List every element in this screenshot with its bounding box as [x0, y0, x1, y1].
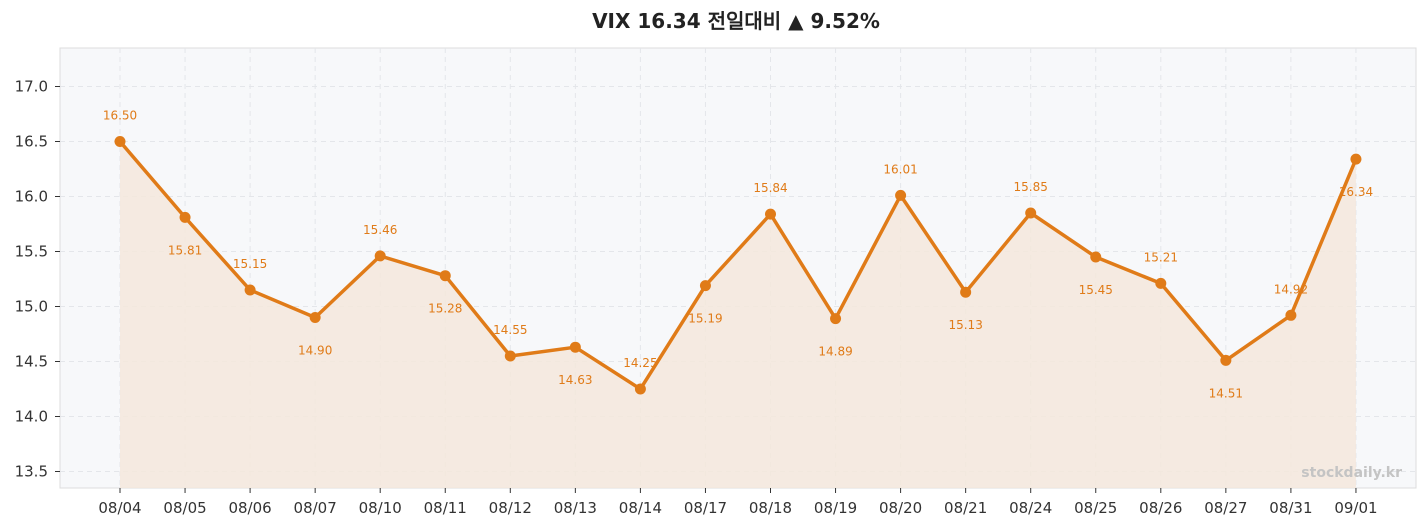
series-line-group [118, 139, 1358, 391]
y-tick-label: 15.0 [15, 298, 48, 316]
data-points [114, 136, 1362, 395]
data-label: 14.51 [1209, 386, 1243, 400]
x-tick-label: 08/24 [1009, 499, 1052, 517]
data-point [439, 270, 451, 282]
data-point [634, 383, 646, 395]
data-point [1350, 153, 1362, 165]
y-tick-label: 16.0 [15, 188, 48, 206]
area-fill [120, 141, 1356, 488]
data-label: 15.21 [1144, 250, 1178, 264]
data-label: 16.01 [883, 162, 917, 176]
data-point [1090, 251, 1102, 263]
data-label: 15.15 [233, 257, 267, 271]
data-point [830, 313, 842, 325]
data-point [569, 341, 581, 353]
data-point [1025, 207, 1037, 219]
x-tick-label: 08/26 [1139, 499, 1182, 517]
area-shape [120, 141, 1356, 488]
x-tick-label: 08/14 [619, 499, 662, 517]
x-tick-label: 08/17 [684, 499, 727, 517]
data-point [1220, 354, 1232, 366]
data-label: 15.46 [363, 223, 397, 237]
x-tick-label: 08/05 [163, 499, 206, 517]
data-point [1155, 277, 1167, 289]
x-tick-label: 08/13 [554, 499, 597, 517]
x-tick-label: 08/06 [228, 499, 271, 517]
data-label: 16.34 [1339, 185, 1373, 199]
data-label: 14.89 [818, 345, 852, 359]
chart-title: VIX 16.34 전일대비 ▲ 9.52% [592, 9, 880, 33]
data-label: 15.28 [428, 302, 462, 316]
data-label: 15.13 [948, 318, 982, 332]
data-point [179, 211, 191, 223]
data-label: 15.19 [688, 312, 722, 326]
y-tick-label: 14.0 [15, 408, 48, 426]
x-tick-label: 08/11 [424, 499, 467, 517]
x-tick-label: 08/21 [944, 499, 987, 517]
x-tick-label: 08/18 [749, 499, 792, 517]
x-tick-label: 08/20 [879, 499, 922, 517]
watermark: stockdaily.kr [1301, 465, 1402, 481]
data-label: 15.81 [168, 243, 202, 257]
data-point [504, 350, 516, 362]
y-tick-label: 16.5 [15, 133, 48, 151]
data-point [374, 250, 386, 262]
data-point [244, 284, 256, 296]
x-tick-label: 08/25 [1074, 499, 1117, 517]
x-tick-label: 08/04 [98, 499, 141, 517]
y-axis: 13.5 14.0 14.5 15.0 15.5 16.0 16.5 17.0 [15, 78, 60, 481]
data-label: 15.84 [753, 181, 787, 195]
data-label: 14.92 [1274, 282, 1308, 296]
x-tick-label: 08/12 [489, 499, 532, 517]
data-label: 16.50 [103, 109, 137, 123]
data-label: 14.90 [298, 344, 332, 358]
x-tick-label: 08/10 [359, 499, 402, 517]
x-axis: 08/04 08/05 08/06 08/07 08/10 08/11 08/12 08/13… [98, 488, 1378, 517]
data-labels: 16.50 15.81 15.15 14.90 15.46 15.28 14.55 14.63… [103, 109, 1373, 401]
data-point [960, 286, 972, 298]
data-label: 14.25 [623, 356, 657, 370]
data-point [895, 189, 907, 201]
data-point [1285, 309, 1297, 321]
data-point [309, 312, 321, 323]
x-tick-label: 08/07 [294, 499, 337, 517]
data-point [114, 136, 126, 147]
y-tick-label: 13.5 [15, 463, 48, 481]
y-tick-label: 17.0 [15, 78, 48, 96]
data-label: 14.55 [493, 323, 527, 337]
x-tick-label: 08/19 [814, 499, 857, 517]
x-tick-label: 09/01 [1334, 499, 1377, 517]
x-tick-label: 08/31 [1269, 499, 1312, 517]
data-label: 15.45 [1079, 283, 1113, 297]
y-tick-label: 14.5 [15, 353, 48, 371]
data-label: 14.63 [558, 373, 592, 387]
y-tick-label: 15.5 [15, 243, 48, 261]
series-line [118, 139, 1358, 391]
data-point [765, 208, 776, 220]
data-point [699, 280, 711, 292]
x-tick-label: 08/27 [1204, 499, 1247, 517]
data-label: 15.85 [1014, 180, 1048, 194]
